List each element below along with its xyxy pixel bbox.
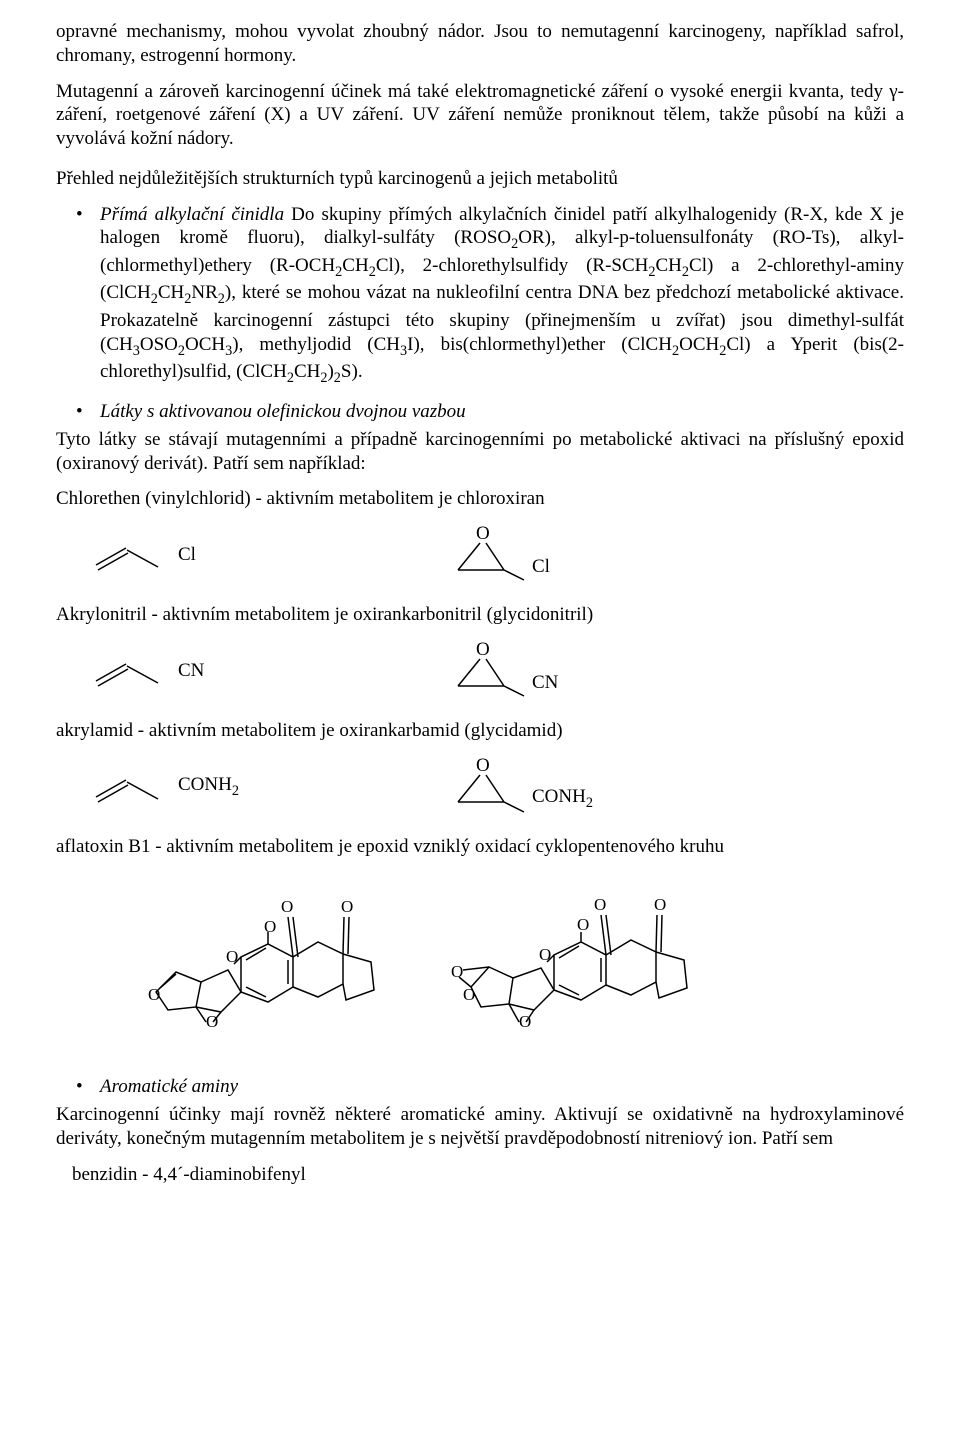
bullet-olefin: Látky s aktivovanou olefinickou dvojnou … xyxy=(56,400,904,424)
chloroxiran-icon: O xyxy=(436,525,536,585)
svg-text:O: O xyxy=(206,1012,218,1031)
chlorethen-line: Chlorethen (vinylchlorid) - aktivním met… xyxy=(56,487,904,511)
glycidamide-icon: O xyxy=(436,757,536,817)
paragraph-intro-2: Mutagenní a zároveň karcinogenní účinek … xyxy=(56,80,904,151)
svg-text:O: O xyxy=(463,985,475,1004)
bullet3-title: Aromatické aminy xyxy=(100,1076,238,1097)
svg-text:O: O xyxy=(539,945,551,964)
akrylamid-line: akrylamid - aktivním metabolitem je oxir… xyxy=(56,719,904,743)
b1m: I), bis(chlormethyl)ether (ClCH xyxy=(407,334,672,355)
bullet-list-1: Přímá alkylační činidla Do skupiny přímý… xyxy=(56,203,904,389)
paragraph-intro-1: opravné mechanismy, mohou vyvolat zhoubn… xyxy=(56,20,904,68)
b1r: S). xyxy=(341,361,363,382)
acrylonitrile-icon xyxy=(86,646,176,696)
chem-row-akrylamid: CONH2 O CONH2 xyxy=(86,757,904,817)
bullet1-lead: Přímá alkylační činidla xyxy=(100,204,284,225)
vinyl-chloride-icon xyxy=(86,530,176,580)
aflatoxin-b1-icon: O O O O O xyxy=(146,882,381,1047)
cn-label-2: CN xyxy=(532,671,558,695)
cn-label-1: CN xyxy=(178,659,204,683)
aflatoxin-epoxide-icon: O O O O O xyxy=(451,882,711,1047)
b1l: ), methyljodid (CH xyxy=(232,334,400,355)
svg-text:O: O xyxy=(226,947,238,966)
b1n: OCH xyxy=(679,334,719,355)
conh2-label-2: CONH2 xyxy=(532,785,593,813)
b1e: CH xyxy=(656,255,682,276)
acrylonitrile-structure: CN xyxy=(86,646,286,696)
svg-text:O: O xyxy=(654,895,666,914)
svg-text:O: O xyxy=(264,917,276,936)
cl-label-1: Cl xyxy=(178,543,196,567)
page: opravné mechanismy, mohou vyvolat zhoubn… xyxy=(0,0,960,1238)
o-label-2: O xyxy=(476,641,490,660)
cl-label-2: Cl xyxy=(532,555,550,579)
o-label-3: O xyxy=(476,757,490,776)
b1d: Cl), 2-chlorethylsulfidy (R-SCH xyxy=(376,255,649,276)
b1g: CH xyxy=(158,282,184,303)
oxirankarbonitril-structure: O CN xyxy=(436,641,636,701)
akrylonitril-line: Akrylonitril - aktivním metabolitem je o… xyxy=(56,603,904,627)
bullet2-title: Látky s aktivovanou olefinickou dvojnou … xyxy=(100,401,466,422)
chem-row-akrylonitril: CN O CN xyxy=(86,641,904,701)
svg-text:O: O xyxy=(148,985,160,1004)
vinyl-chloride-structure: Cl xyxy=(86,530,286,580)
svg-text:O: O xyxy=(281,897,293,916)
aflatoxin-structures: O O O O O xyxy=(146,882,904,1047)
b1j: OSO xyxy=(140,334,178,355)
svg-text:O: O xyxy=(577,915,589,934)
b1k: OCH xyxy=(185,334,225,355)
conh2-label-1: CONH2 xyxy=(178,773,239,801)
b1h: NR xyxy=(191,282,217,303)
overview-heading: Přehled nejdůležitějších strukturních ty… xyxy=(56,167,904,191)
bullet3-follow: Karcinogenní účinky mají rovněž některé … xyxy=(56,1103,904,1151)
b1c: CH xyxy=(342,255,368,276)
benzidin-line: benzidin - 4,4´-diaminobifenyl xyxy=(72,1163,904,1187)
chloroxiran-structure: O Cl xyxy=(436,525,636,585)
bullet-list-2: Látky s aktivovanou olefinickou dvojnou … xyxy=(56,400,904,424)
chem-row-chlorethen: Cl O Cl xyxy=(86,525,904,585)
acrylamide-icon xyxy=(86,762,176,812)
bullet-list-3: Aromatické aminy xyxy=(56,1075,904,1099)
acrylamide-structure: CONH2 xyxy=(86,762,286,812)
oxirankarbonitril-icon: O xyxy=(436,641,536,701)
svg-text:O: O xyxy=(519,1012,531,1031)
bullet-direct-alkylation: Přímá alkylační činidla Do skupiny přímý… xyxy=(56,203,904,389)
o-label: O xyxy=(476,525,490,544)
b1p: CH xyxy=(294,361,320,382)
bullet2-follow: Tyto látky se stávají mutagenními a příp… xyxy=(56,428,904,476)
bullet-aromatic-amines: Aromatické aminy xyxy=(56,1075,904,1099)
glycidamide-structure: O CONH2 xyxy=(436,757,636,817)
svg-text:O: O xyxy=(594,895,606,914)
aflatoxin-line: aflatoxin B1 - aktivním metabolitem je e… xyxy=(56,835,904,859)
svg-text:O: O xyxy=(341,897,353,916)
